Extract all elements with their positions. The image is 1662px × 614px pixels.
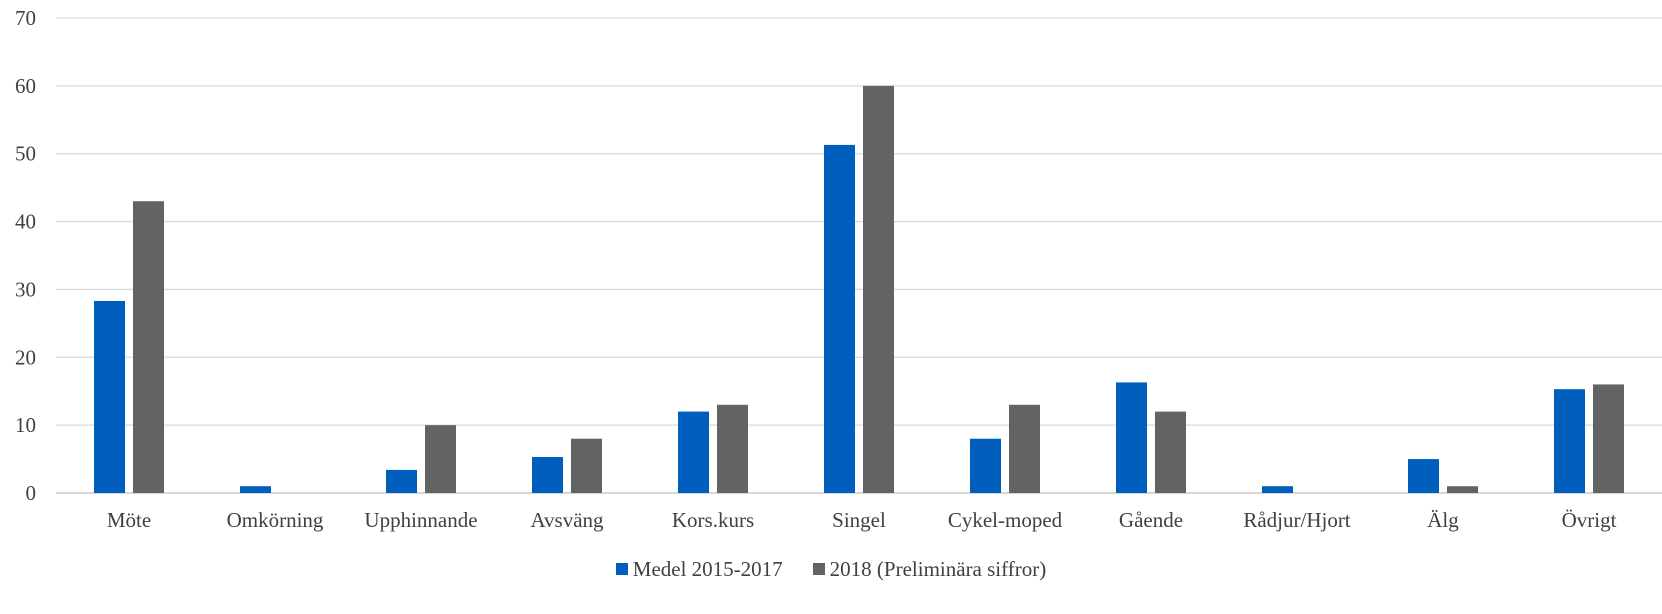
bar [1408, 459, 1439, 493]
legend-swatch-2018 [812, 563, 825, 575]
bar [1593, 384, 1624, 493]
x-tick-label: Älg [1427, 508, 1459, 532]
x-tick-label: Singel [832, 508, 886, 532]
legend: Medel 2015-2017 2018 (Preliminära siffro… [0, 556, 1662, 582]
x-axis-ticks: Möte Omkörning Upphinnande Avsväng Kors.kurs… [107, 508, 1617, 532]
x-tick-label: Avsväng [530, 508, 604, 532]
y-tick-label: 0 [26, 481, 37, 505]
y-tick-label: 60 [15, 74, 36, 98]
bars [94, 85, 1624, 493]
y-tick-label: 30 [15, 277, 36, 301]
x-tick-label: Cykel-moped [948, 508, 1063, 532]
legend-swatch-medel [615, 563, 628, 575]
bar [386, 469, 417, 493]
y-tick-label: 10 [15, 413, 36, 437]
legend-item-medel: Medel 2015-2017 [615, 556, 783, 582]
bar [1447, 486, 1478, 493]
bar [425, 425, 456, 493]
y-tick-label: 40 [15, 210, 36, 234]
x-tick-label: Gående [1119, 508, 1183, 532]
bar [863, 85, 894, 493]
bar [824, 144, 855, 493]
y-tick-label: 50 [15, 142, 36, 166]
bar [240, 486, 271, 493]
legend-label-2018: 2018 (Preliminära siffror) [829, 556, 1047, 581]
x-tick-label: Kors.kurs [672, 508, 754, 532]
y-axis-ticks: 0 10 20 30 40 50 60 70 [15, 6, 36, 505]
bar [678, 411, 709, 493]
x-tick-label: Möte [107, 508, 151, 532]
bar [571, 438, 602, 493]
bar [532, 457, 563, 493]
y-tick-label: 70 [15, 6, 36, 30]
y-tick-label: 20 [15, 345, 36, 369]
bar [1009, 404, 1040, 493]
x-tick-label: Övrigt [1562, 508, 1617, 532]
bar [970, 438, 1001, 493]
bar [94, 300, 125, 493]
legend-item-2018: 2018 (Preliminära siffror) [812, 556, 1047, 582]
x-tick-label: Omkörning [227, 508, 324, 532]
x-tick-label: Rådjur/Hjort [1243, 508, 1350, 532]
x-tick-label: Upphinnande [364, 508, 477, 532]
bar [717, 404, 748, 493]
bar [1262, 486, 1293, 493]
legend-label-medel: Medel 2015-2017 [632, 556, 783, 581]
gridlines [56, 17, 1662, 494]
bar [1554, 389, 1585, 493]
bar [1116, 382, 1147, 493]
bar [133, 201, 164, 493]
bar [1155, 411, 1186, 493]
